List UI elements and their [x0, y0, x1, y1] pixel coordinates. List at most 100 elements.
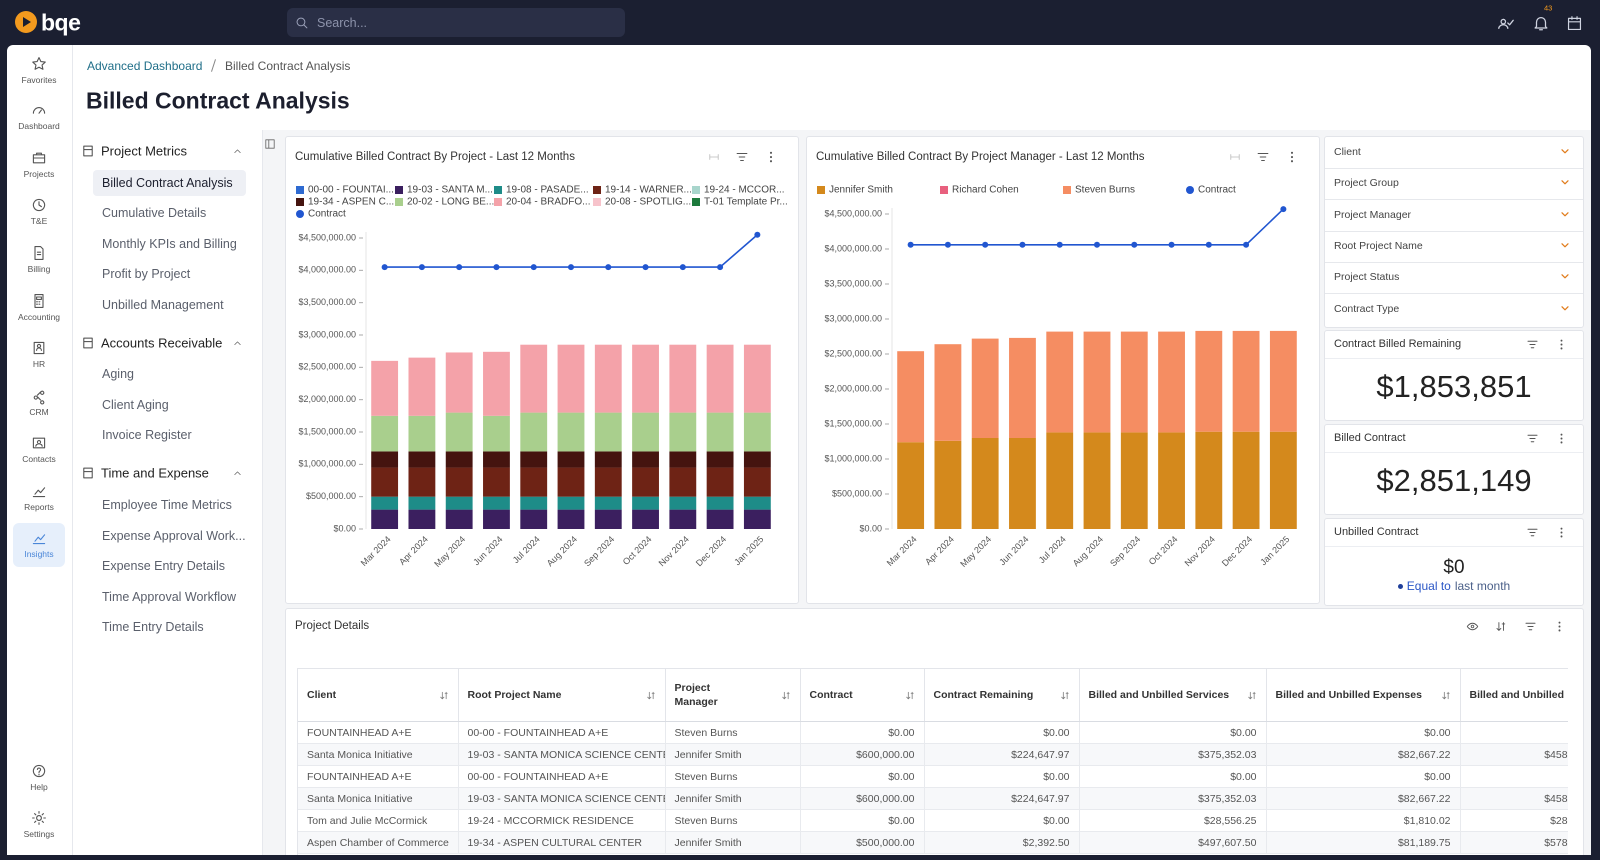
kpi-menu[interactable]	[1555, 338, 1568, 351]
filter-dropdown[interactable]: Project Status	[1325, 262, 1583, 295]
nav-item[interactable]: Time Approval Workflow	[102, 590, 237, 604]
column-header[interactable]: Billed and Unbilled Expenses	[1266, 669, 1461, 722]
kpi-filter[interactable]	[1526, 338, 1539, 351]
sort-icon[interactable]	[905, 690, 916, 701]
table-action[interactable]	[1495, 620, 1508, 633]
column-header[interactable]: Billed and Unbilled	[1460, 669, 1568, 722]
nav-item[interactable]: Aging	[102, 367, 134, 381]
rail-icon[interactable]	[31, 810, 47, 826]
expand-icon[interactable]	[1229, 151, 1241, 163]
legend-label[interactable]: 19-34 - ASPEN C...	[308, 197, 394, 208]
table-row[interactable]: Santa Monica Initiative 19-03 - SANTA MON…	[298, 787, 1568, 810]
menu-icon[interactable]	[1285, 150, 1299, 164]
table-action[interactable]	[1553, 620, 1566, 633]
legend-label[interactable]: 20-04 - BRADFO...	[506, 197, 590, 208]
legend-label[interactable]: Contract	[308, 209, 346, 220]
section-chevron[interactable]	[232, 468, 243, 479]
filter-dropdown[interactable]: Client	[1325, 137, 1583, 169]
rail-label[interactable]: Accounting	[17, 312, 61, 322]
kpi-filter[interactable]	[1526, 526, 1539, 539]
rail-icon[interactable]	[31, 102, 47, 118]
nav-section-title[interactable]: Time and Expense	[101, 465, 209, 481]
rail-label[interactable]: Favorites	[21, 75, 57, 85]
legend-label[interactable]: Richard Cohen	[952, 185, 1019, 196]
filter-dropdown[interactable]: Contract Type	[1325, 294, 1583, 325]
menu-icon[interactable]	[764, 150, 778, 164]
expand-icon[interactable]	[708, 151, 720, 163]
rail-label[interactable]: Insights	[24, 549, 54, 559]
legend-label[interactable]: 19-08 - PASADE...	[506, 185, 589, 196]
kpi-filter[interactable]	[1526, 432, 1539, 445]
nav-item[interactable]: Employee Time Metrics	[102, 498, 232, 512]
collapse-icon[interactable]	[264, 138, 276, 150]
kpi-menu[interactable]	[1555, 526, 1568, 539]
nav-item[interactable]: Cumulative Details	[102, 206, 207, 220]
rail-icon[interactable]	[31, 197, 47, 213]
rail-icon[interactable]	[31, 150, 47, 166]
rail-icon[interactable]	[31, 56, 47, 72]
section-chevron[interactable]	[232, 146, 243, 157]
nav-section-title[interactable]: Accounts Receivable	[101, 335, 223, 351]
rail-icon[interactable]	[31, 483, 47, 499]
filter-icon[interactable]	[735, 150, 749, 164]
legend-label[interactable]: 19-03 - SANTA M...	[407, 185, 493, 196]
rail-label[interactable]: CRM	[29, 407, 49, 417]
nav-item[interactable]: Invoice Register	[102, 428, 192, 442]
rail-icon[interactable]	[31, 763, 47, 779]
section-chevron[interactable]	[232, 338, 243, 349]
nav-item[interactable]: Unbilled Management	[102, 298, 224, 312]
legend-label[interactable]: 00-00 - FOUNTAI...	[308, 185, 394, 196]
nav-item[interactable]: Monthly KPIs and Billing	[102, 237, 237, 251]
rail-icon[interactable]	[31, 340, 47, 356]
table-row[interactable]: FOUNTAINHEAD A+E 00-00 - FOUNTAINHEAD A+E…	[298, 765, 1568, 788]
rail-label[interactable]: Settings	[23, 829, 55, 839]
rail-icon[interactable]	[31, 245, 47, 261]
sort-icon[interactable]	[781, 690, 792, 701]
kpi-menu[interactable]	[1555, 432, 1568, 445]
rail-icon[interactable]	[31, 435, 47, 451]
sort-icon[interactable]	[1441, 690, 1452, 701]
sort-icon[interactable]	[439, 690, 450, 701]
breadcrumb-link[interactable]: Advanced Dashboard	[87, 59, 203, 73]
column-header[interactable]: Contract	[800, 669, 925, 722]
rail-label[interactable]: Billing	[27, 264, 51, 274]
rail-label[interactable]: Contacts	[22, 454, 56, 464]
table-row[interactable]: FOUNTAINHEAD A+E 00-00 - FOUNTAINHEAD A+E…	[298, 721, 1568, 744]
sort-icon[interactable]	[646, 690, 657, 701]
column-header[interactable]: Root Project Name	[458, 669, 666, 722]
legend-label[interactable]: Steven Burns	[1075, 185, 1135, 196]
rail-label[interactable]: HR	[32, 359, 46, 369]
sort-icon[interactable]	[1060, 690, 1071, 701]
bell-icon[interactable]	[1532, 14, 1550, 32]
column-header[interactable]: Billed and Unbilled Services	[1079, 669, 1267, 722]
column-header[interactable]: Client	[298, 669, 459, 722]
legend-label[interactable]: 19-24 - MCCOR...	[704, 185, 785, 196]
filter-dropdown[interactable]: Project Group	[1325, 168, 1583, 201]
legend-label[interactable]: Contract	[1198, 185, 1236, 196]
users-icon[interactable]	[1497, 14, 1515, 32]
column-header[interactable]: Project Manager	[665, 669, 801, 722]
filter-dropdown[interactable]: Root Project Name	[1325, 231, 1583, 263]
table-action[interactable]	[1524, 620, 1537, 633]
legend-label[interactable]: 20-02 - LONG BE...	[407, 197, 494, 208]
column-header[interactable]: Contract Remaining	[924, 669, 1080, 722]
table-row[interactable]: Tom and Julie McCormick 19-24 - MCCORMICK…	[298, 809, 1568, 832]
filter-icon[interactable]	[1256, 150, 1270, 164]
nav-item[interactable]: Billed Contract Analysis	[102, 176, 233, 190]
rail-icon[interactable]	[31, 388, 47, 405]
legend-label[interactable]: 19-14 - WARNER...	[605, 185, 692, 196]
legend-label[interactable]: Jennifer Smith	[829, 185, 893, 196]
rail-label[interactable]: Reports	[24, 502, 54, 512]
legend-label[interactable]: T-01 Template Pr...	[704, 197, 788, 208]
legend-label[interactable]: 20-08 - SPOTLIG...	[605, 197, 691, 208]
rail-label[interactable]: T&E	[30, 216, 48, 226]
nav-item[interactable]: Expense Approval Work...	[102, 529, 246, 543]
calendar-icon[interactable]	[1566, 15, 1583, 32]
rail-label[interactable]: Projects	[23, 169, 55, 179]
table-row[interactable]: Aspen Chamber of Commerce 19-34 - ASPEN C…	[298, 831, 1568, 854]
sort-icon[interactable]	[1247, 690, 1258, 701]
search-box[interactable]: Search...	[287, 8, 625, 37]
table-row[interactable]: Santa Monica Initiative 19-03 - SANTA MON…	[298, 743, 1568, 766]
rail-label[interactable]: Help	[30, 782, 48, 792]
filter-dropdown[interactable]: Project Manager	[1325, 200, 1583, 232]
